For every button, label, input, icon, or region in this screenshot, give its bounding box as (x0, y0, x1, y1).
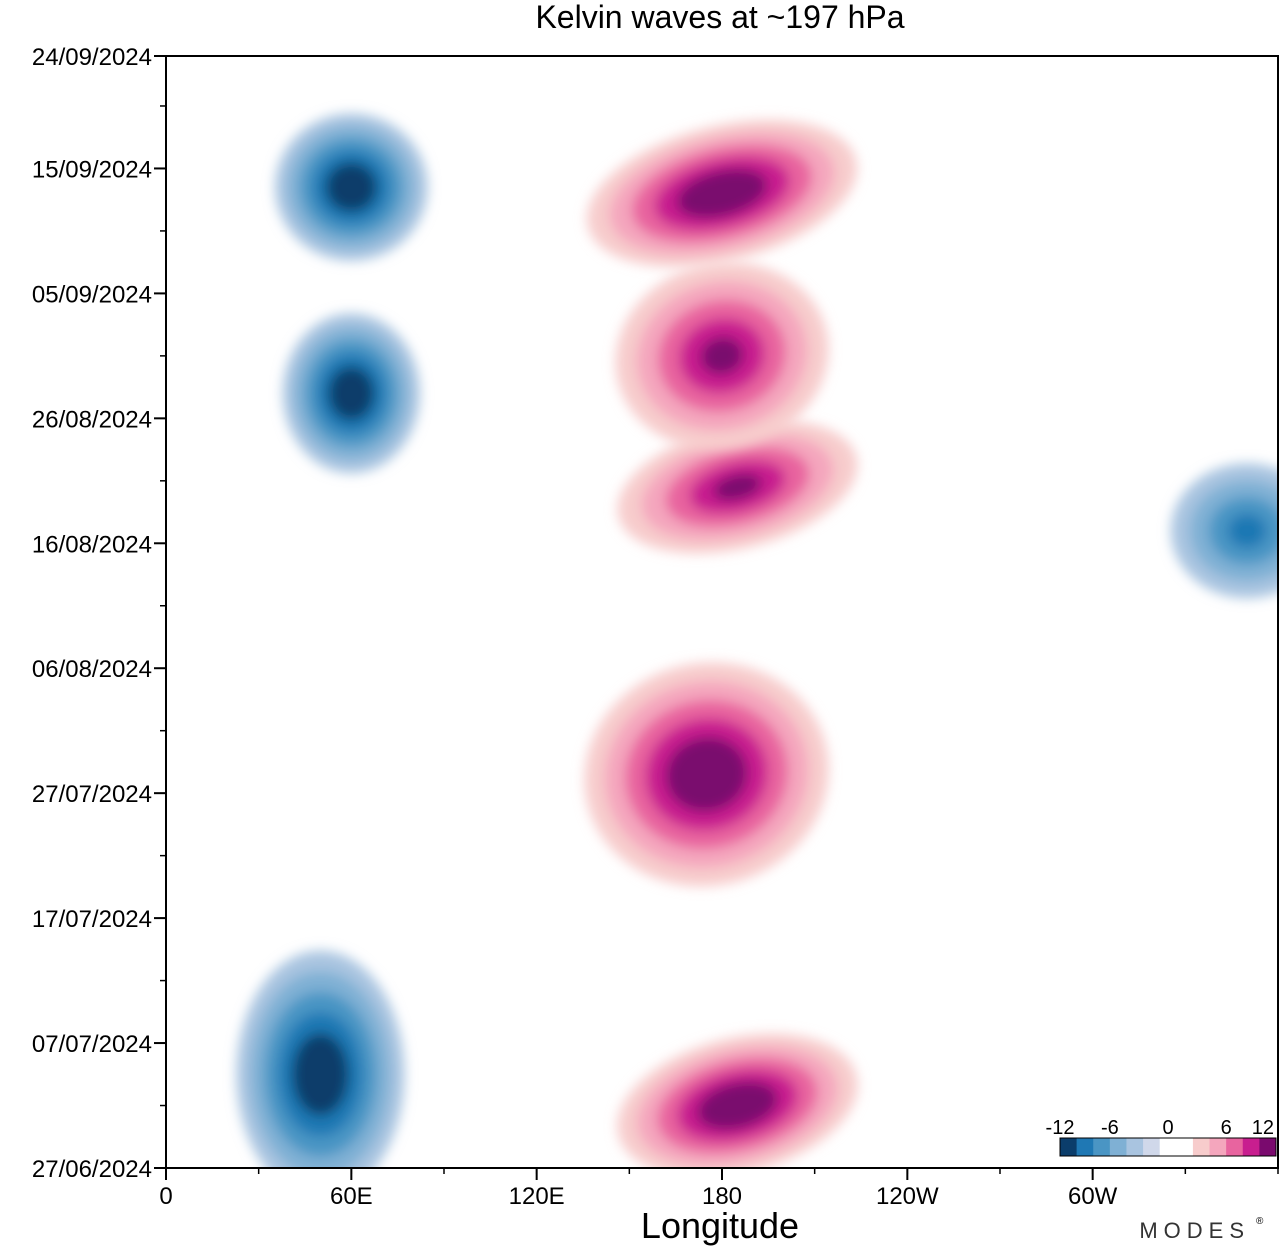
contour-level (700, 337, 744, 375)
colorbar-swatch (1093, 1138, 1111, 1156)
x-tick-label: 120W (876, 1183, 939, 1210)
colorbar-swatch (1126, 1138, 1144, 1156)
x-tick-label: 60E (330, 1183, 373, 1210)
contour-level (699, 181, 745, 206)
colorbar-label: 0 (1162, 1117, 1173, 1139)
contour-level (339, 380, 363, 407)
contour-level (717, 1093, 758, 1118)
colorbar-label: 6 (1221, 1117, 1232, 1139)
colorbar-swatch (1109, 1138, 1127, 1156)
colorbar-swatch (1143, 1138, 1161, 1156)
colorbar-swatch (1242, 1138, 1260, 1156)
colorbar-swatch (1209, 1138, 1227, 1156)
negative-anomaly-1 (282, 313, 420, 474)
y-tick-label: 15/09/2024 (32, 156, 152, 183)
contour-level (713, 473, 762, 501)
positive-anomaly-8 (617, 1033, 858, 1168)
positive-anomaly-7 (587, 119, 857, 267)
colorbar-swatch (1259, 1138, 1277, 1156)
contour-level (306, 1053, 335, 1095)
contour-field (236, 113, 1278, 1168)
colorbar-swatch (1060, 1138, 1078, 1156)
y-axis: 27/06/2024 07/07/2024 17/07/2024 27/07/2024… (32, 44, 166, 1183)
y-tick-label: 05/09/2024 (32, 281, 152, 308)
positive-anomaly-6 (615, 262, 829, 450)
y-tick-label: 27/07/2024 (32, 781, 152, 808)
x-tick-label: 180 (702, 1183, 742, 1210)
negative-anomaly-0 (236, 950, 405, 1168)
colorbar-frame (1059, 1137, 1277, 1157)
contour-level (1228, 513, 1267, 548)
colorbar-swatch (1226, 1138, 1244, 1156)
contour-level (686, 755, 727, 794)
brand-logo-text: MODES (1139, 1218, 1250, 1243)
positive-anomaly-5 (617, 420, 858, 554)
y-tick-label: 07/07/2024 (32, 1031, 152, 1058)
x-axis-label: Longitude (641, 1205, 799, 1246)
colorbar-label: -6 (1101, 1117, 1119, 1139)
brand-mark: ® (1256, 1216, 1264, 1227)
contour-level (338, 174, 365, 200)
x-tick-label: 0 (159, 1183, 172, 1210)
negative-anomaly-2 (275, 113, 428, 261)
y-tick-label: 26/08/2024 (32, 406, 152, 433)
x-tick-label: 120E (509, 1183, 565, 1210)
x-tick-label: 60W (1068, 1183, 1118, 1210)
y-tick-label: 16/08/2024 (32, 531, 152, 558)
x-axis: 0 60E 120E 180 120W 60W (159, 1168, 1279, 1210)
y-tick-label: 17/07/2024 (32, 906, 152, 933)
colorbar-legend: -12 -6 0 6 12 (1046, 1117, 1277, 1157)
colorbar-label: 12 (1252, 1117, 1274, 1139)
positive-anomaly-4 (584, 662, 829, 887)
colorbar-swatch (1176, 1138, 1194, 1156)
colorbar-swatch (1159, 1138, 1177, 1156)
chart-title: Kelvin waves at ~197 hPa (535, 0, 904, 35)
colorbar-swatch (1192, 1138, 1211, 1156)
colorbar-label: -12 (1046, 1117, 1075, 1139)
y-tick-label: 24/09/2024 (32, 44, 152, 71)
negative-anomaly-3 (1170, 463, 1278, 599)
colorbar-swatch (1076, 1138, 1094, 1156)
y-tick-label: 27/06/2024 (32, 1156, 152, 1183)
y-tick-label: 06/08/2024 (32, 656, 152, 683)
